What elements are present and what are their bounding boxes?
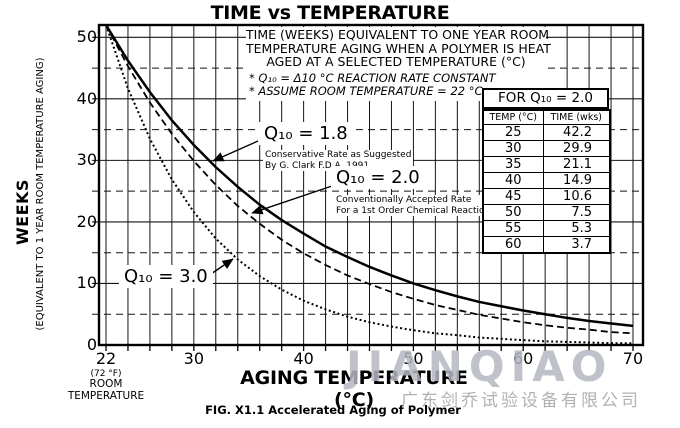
room-note-f: (72 °F)	[90, 369, 122, 379]
table-row: 40 14.9	[482, 172, 611, 189]
curve-label-q18: Q₁₀ = 1.8	[259, 122, 353, 145]
time-cell: 5.3	[542, 220, 611, 237]
table-title: FOR Q₁₀ = 2.0	[482, 88, 609, 109]
time-cell: 29.9	[542, 140, 611, 157]
curve-label-q20: Q₁₀ = 2.0	[331, 166, 425, 189]
temp-cell: 45	[482, 188, 544, 205]
table-row: 60 3.7	[482, 236, 611, 254]
time-cell: 3.7	[542, 236, 611, 254]
temp-cell: 55	[482, 220, 544, 237]
room-note-line: ROOM	[89, 378, 123, 390]
curve-note-line: By G. Clark F.D.A. 1991	[265, 160, 370, 171]
table-row: 50 7.5	[482, 204, 611, 221]
time-cell: 10.6	[542, 188, 611, 205]
time-cell: 7.5	[542, 204, 611, 221]
curve-label-q30: Q₁₀ = 3.0	[119, 265, 213, 288]
time-cell: 42.2	[542, 124, 611, 141]
q20-time-table: FOR Q₁₀ = 2.0 TEMP (°C) TIME (wks) 25 42.…	[482, 88, 611, 254]
y-axis-subtitle: (EQUIVALENT TO 1 YEAR ROOM TEMPERATURE A…	[35, 57, 46, 331]
curve-note-q18: Conservative Rate as Suggested By G. Cla…	[263, 150, 414, 171]
time-column-header: TIME (wks)	[542, 109, 611, 125]
footnotes: * Q₁₀ = Δ10 °C REACTION RATE CONSTANT * …	[246, 70, 546, 98]
table-row: 45 10.6	[482, 188, 611, 205]
footnote-q10: * Q₁₀ = Δ10 °C REACTION RATE CONSTANT	[249, 70, 496, 85]
table-row: 25 42.2	[482, 124, 611, 141]
temp-cell: 35	[482, 156, 544, 173]
description-line: AGED AT A SELECTED TEMPERATURE (°C)	[266, 54, 526, 69]
table-header-row: TEMP (°C) TIME (wks)	[482, 109, 611, 125]
table-row: 30 29.9	[482, 140, 611, 157]
description-line: TEMPERATURE AGING WHEN A POLYMER IS HEAT	[246, 40, 551, 56]
temp-cell: 50	[482, 204, 544, 221]
curve-note-line: Conservative Rate as Suggested	[265, 150, 412, 160]
footnote-room-temp: * ASSUME ROOM TEMPERATURE = 22 °C	[249, 83, 483, 98]
time-cell: 21.1	[542, 156, 611, 173]
watermark-latin: JIANQIAO	[346, 342, 613, 391]
temp-cell: 25	[482, 124, 544, 141]
temp-cell: 40	[482, 172, 544, 189]
description-line: TIME (WEEKS) EQUIVALENT TO ONE YEAR ROOM	[246, 27, 550, 42]
x-axis-title: AGING TEMPERATURE (°C)	[240, 367, 468, 411]
description-box: TIME (WEEKS) EQUIVALENT TO ONE YEAR ROOM…	[246, 27, 551, 101]
temp-cell: 60	[482, 236, 544, 254]
curve-note-line: Conventionally Accepted Rate	[336, 195, 472, 205]
figure-caption: FIG. X1.1 Accelerated Aging of Polymer	[205, 403, 461, 417]
curve-note-q20: Conventionally Accepted Rate For a 1st O…	[334, 195, 493, 216]
page-title: TIME vs TEMPERATURE	[210, 2, 450, 24]
table-row: 55 5.3	[482, 220, 611, 237]
watermark-chinese: 广东剑乔试验设备有限公司	[401, 391, 641, 411]
time-cell: 14.9	[542, 172, 611, 189]
temp-column-header: TEMP (°C)	[482, 109, 544, 125]
curve-note-line: For a 1st Order Chemical Reaction	[336, 205, 491, 216]
table-row: 35 21.1	[482, 156, 611, 173]
room-note-line: TEMPERATURE	[67, 389, 145, 402]
temp-time-table: TEMP (°C) TIME (wks) 25 42.2 30 29.9 35 21.1 4…	[482, 109, 611, 254]
temp-cell: 30	[482, 140, 544, 157]
room-temperature-note: (72 °F) ROOM TEMPERATURE	[40, 369, 172, 402]
y-axis-title: WEEKS	[13, 179, 32, 245]
